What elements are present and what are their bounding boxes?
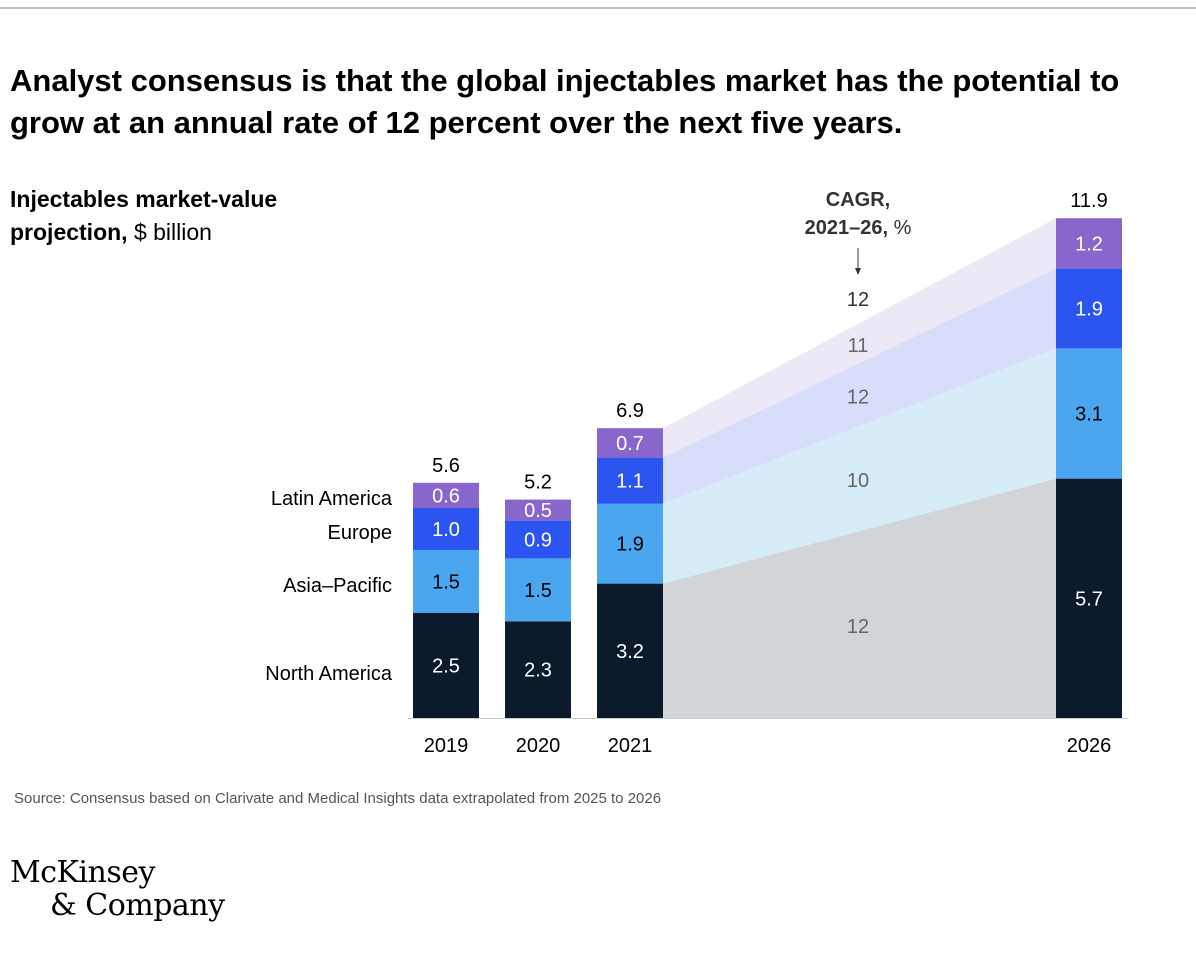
bar-2026-north-america: [1056, 478, 1122, 718]
cagr-north-america: 12: [847, 616, 869, 638]
value-label-2021-latin-america: 0.7: [616, 433, 644, 455]
band-north-america: [663, 478, 1056, 718]
bar-2026-asia-pacific: [1056, 348, 1122, 479]
bar-2026-latin-america: [1056, 218, 1122, 269]
value-label-2021-north-america: 3.2: [616, 641, 644, 663]
bar-2026-europe: [1056, 268, 1122, 349]
bar-2020-latin-america: [505, 499, 571, 521]
value-label-2026-north-america: 5.7: [1075, 588, 1103, 610]
cagr-header-line1: CAGR,: [826, 189, 890, 211]
chart-label-unit: $ billion: [133, 219, 212, 245]
value-label-2020-north-america: 2.3: [524, 660, 552, 682]
bar-2021-latin-america: [597, 428, 663, 458]
bar-2019-asia-pacific: [413, 550, 479, 613]
logo-line2: & Company: [50, 888, 225, 923]
cagr-bands: [663, 218, 1056, 718]
value-label-2026-europe: 1.9: [1075, 299, 1103, 321]
band-latin-america: [663, 218, 1056, 458]
mckinsey-logo: McKinsey & Company: [10, 856, 225, 922]
cagr-total: 12: [847, 289, 869, 311]
value-label-2019-europe: 1.0: [432, 519, 460, 541]
source-note: Source: Consensus based on Clarivate and…: [14, 790, 662, 807]
bar-2019-latin-america: [413, 482, 479, 508]
logo-line1: McKinsey: [10, 855, 155, 890]
value-label-2019-north-america: 2.5: [432, 656, 460, 678]
bar-2019-north-america: [413, 613, 479, 718]
bar-2021-asia-pacific: [597, 503, 663, 584]
value-label-2020-europe: 0.9: [524, 530, 552, 552]
total-label-2019: 5.6: [432, 455, 460, 477]
total-label-2026: 11.9: [1070, 190, 1107, 212]
band-europe: [663, 268, 1056, 504]
headline: Analyst consensus is that the global inj…: [10, 63, 1120, 140]
bar-2019-europe: [413, 508, 479, 550]
value-label-2021-asia-pacific: 1.9: [616, 534, 644, 556]
bar-2020-asia-pacific: [505, 558, 571, 622]
bar-2020-europe: [505, 520, 571, 559]
series-name-north-america: North America: [265, 663, 393, 685]
series-name-asia-pacific: Asia–Pacific: [283, 575, 392, 597]
value-label-2026-latin-america: 1.2: [1075, 233, 1103, 255]
value-label-2019-asia-pacific: 1.5: [432, 572, 460, 594]
value-label-2021-europe: 1.1: [616, 471, 644, 493]
bars: [408, 218, 1128, 719]
value-label-2019-latin-america: 0.6: [432, 485, 460, 507]
cagr-header-line2: 2021–26, %: [805, 217, 912, 239]
x-tick-2026: 2026: [1067, 735, 1112, 757]
top-rule: [0, 7, 1196, 9]
total-label-2021: 6.9: [616, 400, 644, 422]
x-tick-2020: 2020: [516, 735, 561, 757]
cagr-europe: 12: [847, 386, 869, 408]
cagr-latin-america: 11: [848, 335, 869, 357]
bar-2020-north-america: [505, 621, 571, 718]
bar-2021-north-america: [597, 583, 663, 718]
x-tick-2021: 2021: [608, 735, 653, 757]
chart-texts: 2.5 1.5 1.0 0.6 5.6 2019 2.3 1.5 0.9 0.5 5.2 2020 3.…: [265, 189, 1111, 757]
value-label-2020-latin-america: 0.5: [524, 500, 552, 522]
cagr-arrow-head: [855, 268, 861, 275]
series-name-latin-america: Latin America: [271, 488, 393, 510]
x-tick-2019: 2019: [424, 735, 469, 757]
value-label-2020-asia-pacific: 1.5: [524, 580, 552, 602]
cagr-asia-pacific: 10: [847, 470, 869, 492]
value-label-2026-asia-pacific: 3.1: [1075, 404, 1103, 426]
chart-label: Injectables market-value projection, $ b…: [10, 183, 390, 249]
total-label-2020: 5.2: [524, 472, 552, 494]
bar-2021-europe: [597, 457, 663, 504]
series-name-europe: Europe: [328, 522, 393, 544]
chart-label-title: Injectables market-value projection,: [10, 186, 278, 245]
band-asia-pacific: [663, 348, 1056, 584]
